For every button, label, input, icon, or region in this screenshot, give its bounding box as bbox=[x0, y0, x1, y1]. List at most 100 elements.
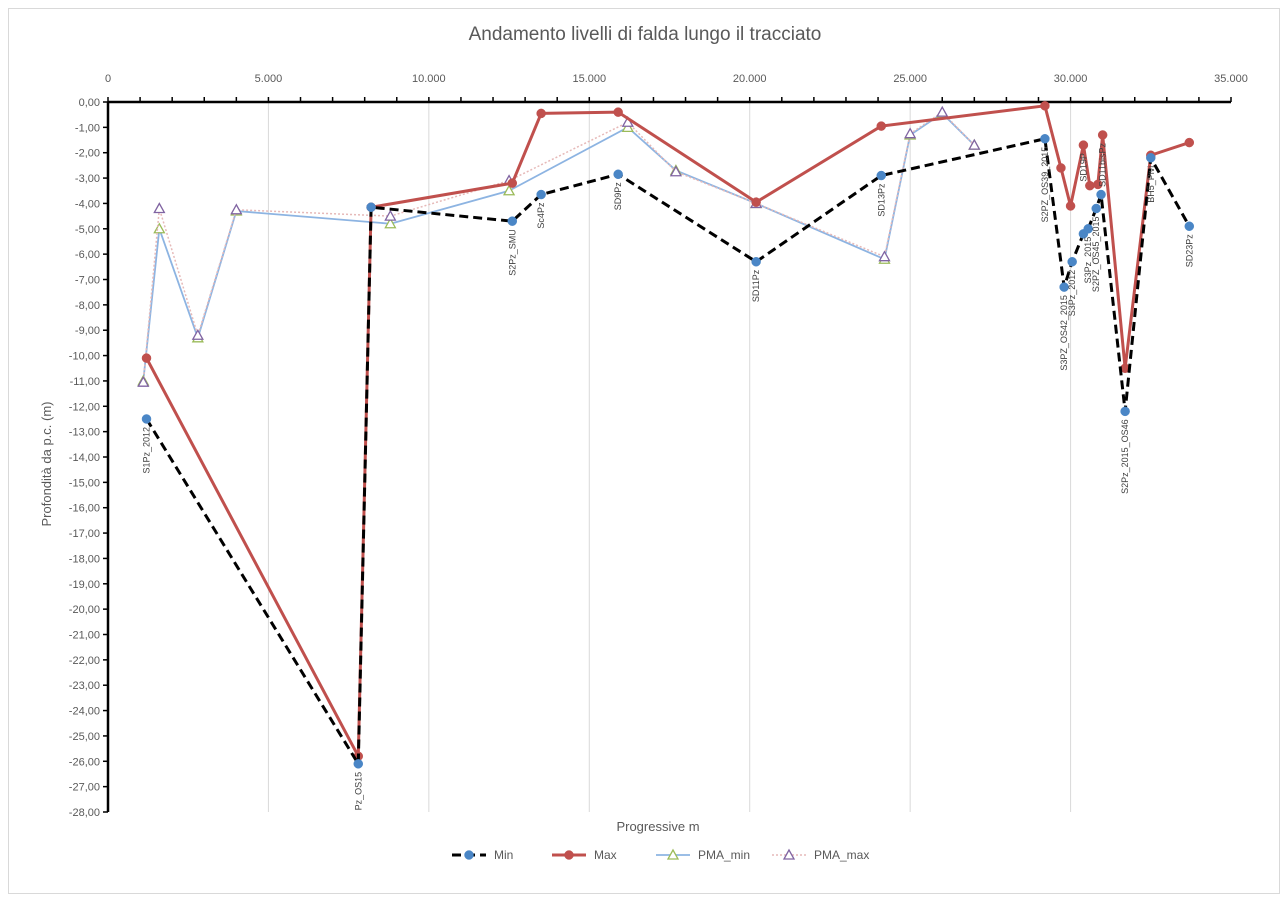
series-point bbox=[1184, 137, 1195, 148]
legend-item: Max bbox=[552, 848, 617, 862]
series-point bbox=[613, 107, 623, 117]
y-tick-label: -9,00 bbox=[75, 325, 100, 337]
y-axis-ticks: 0,00 -1,00 -2,00 -3,00 -4,00 -5,00 -6,00 -7,00 -… bbox=[69, 97, 108, 819]
series-point bbox=[782, 848, 796, 860]
series-point bbox=[1184, 221, 1195, 231]
y-tick-label: -11,00 bbox=[70, 376, 100, 388]
x-tick-label: 20.000 bbox=[733, 73, 767, 85]
point-label: SD9Pz bbox=[613, 182, 623, 211]
series-point bbox=[1056, 163, 1066, 173]
series-min bbox=[141, 134, 1195, 769]
series-point bbox=[751, 257, 761, 267]
point-label: S3PZ_OS42_2015 bbox=[1059, 295, 1069, 371]
x-axis-ticks: 0 5.000 10.000 15.000 20.000 25.000 30.000 35.0… bbox=[105, 73, 1248, 102]
y-tick-label: 0,00 bbox=[79, 97, 100, 109]
series-point bbox=[502, 184, 516, 196]
grid-lines bbox=[267, 102, 1072, 812]
y-tick-label: -21,00 bbox=[69, 630, 100, 642]
series-line bbox=[145, 104, 1190, 758]
plot-border bbox=[106, 100, 1231, 812]
chart-frame bbox=[8, 8, 1280, 894]
point-label: S2PZ_OS39_2015 bbox=[1040, 147, 1050, 223]
series-point bbox=[1078, 140, 1089, 150]
series-point bbox=[1097, 130, 1108, 140]
point-label: SD23Pz bbox=[1184, 234, 1194, 268]
point-label: Sc4Pz bbox=[536, 202, 546, 229]
series-max bbox=[141, 101, 1195, 761]
series-point bbox=[1120, 406, 1130, 417]
legend-item: PMA_max bbox=[772, 848, 869, 862]
series-point bbox=[191, 328, 204, 340]
legend-label: PMA_max bbox=[814, 848, 869, 862]
y-tick-label: -24,00 bbox=[69, 706, 100, 718]
x-axis-title: Progressive m bbox=[616, 819, 699, 834]
y-tick-label: -6,00 bbox=[75, 249, 100, 261]
series-point bbox=[230, 203, 243, 215]
series-point bbox=[353, 759, 364, 769]
point-label: SD13Pz bbox=[876, 183, 886, 217]
y-tick-label: -26,00 bbox=[69, 756, 100, 768]
point-label: SD11bisPz bbox=[1098, 142, 1108, 186]
x-tick-label: 35.000 bbox=[1214, 73, 1248, 85]
series-point bbox=[1040, 134, 1050, 144]
series-point bbox=[968, 138, 981, 150]
series-point bbox=[564, 850, 574, 860]
y-tick-label: -18,00 bbox=[69, 553, 100, 565]
series-point bbox=[141, 353, 152, 363]
x-tick-label: 25.000 bbox=[893, 73, 927, 85]
y-tick-label: -27,00 bbox=[69, 782, 100, 794]
series-point bbox=[464, 850, 474, 860]
y-tick-label: -28,00 bbox=[69, 807, 100, 819]
series-point bbox=[876, 121, 887, 131]
series-point bbox=[1067, 257, 1077, 267]
legend-label: PMA_min bbox=[698, 848, 750, 862]
y-tick-label: -7,00 bbox=[75, 275, 100, 287]
series-point bbox=[613, 169, 623, 180]
series-point bbox=[384, 217, 397, 229]
y-tick-label: -13,00 bbox=[69, 427, 100, 439]
series-point bbox=[384, 209, 397, 221]
series-pma-max bbox=[137, 105, 981, 387]
series-point bbox=[1093, 179, 1103, 190]
y-tick-label: -3,00 bbox=[75, 173, 100, 185]
chart-title: Andamento livelli di falda lungo il trac… bbox=[469, 24, 822, 45]
series-pma-min bbox=[137, 107, 981, 386]
legend-item: Min bbox=[452, 848, 513, 862]
point-label: S2Pz_2015_OS46 bbox=[1120, 419, 1130, 494]
point-label: SD19P bbox=[1078, 153, 1088, 182]
y-tick-label: -15,00 bbox=[69, 477, 100, 489]
point-label: Pz_OS15 bbox=[353, 772, 363, 811]
y-tick-label: -8,00 bbox=[75, 300, 100, 312]
series-point bbox=[1083, 224, 1093, 234]
y-tick-label: -19,00 bbox=[69, 579, 100, 591]
y-tick-label: -14,00 bbox=[69, 452, 100, 464]
series-point bbox=[1146, 153, 1156, 163]
y-tick-label: -23,00 bbox=[69, 680, 100, 692]
series-point bbox=[137, 375, 150, 387]
x-tick-label: 0 bbox=[105, 73, 111, 85]
x-tick-label: 15.000 bbox=[572, 73, 606, 85]
point-label: S2Pz_SMU bbox=[507, 229, 517, 276]
y-tick-label: -2,00 bbox=[75, 148, 100, 160]
series-point bbox=[1040, 101, 1050, 111]
series-layer bbox=[137, 101, 1195, 769]
y-tick-label: -5,00 bbox=[75, 224, 100, 236]
series-point bbox=[153, 202, 166, 214]
y-tick-label: -10,00 bbox=[69, 351, 100, 363]
point-label: SD11Pz bbox=[751, 269, 761, 302]
legend-label: Min bbox=[494, 848, 513, 862]
legend-label: Max bbox=[594, 848, 617, 862]
series-point bbox=[507, 178, 518, 188]
series-point bbox=[153, 222, 166, 234]
series-line bbox=[145, 137, 1191, 766]
y-tick-label: -1,00 bbox=[75, 122, 100, 134]
point-label: S3Pz_2015 bbox=[1083, 237, 1093, 284]
x-tick-label: 30.000 bbox=[1054, 73, 1088, 85]
series-point bbox=[1065, 201, 1076, 211]
legend: Min Max PMA_min PMA_max bbox=[452, 848, 869, 862]
x-tick-label: 10.000 bbox=[412, 73, 446, 85]
series-point bbox=[536, 189, 546, 200]
series-point bbox=[366, 202, 376, 212]
series-point bbox=[669, 165, 683, 177]
